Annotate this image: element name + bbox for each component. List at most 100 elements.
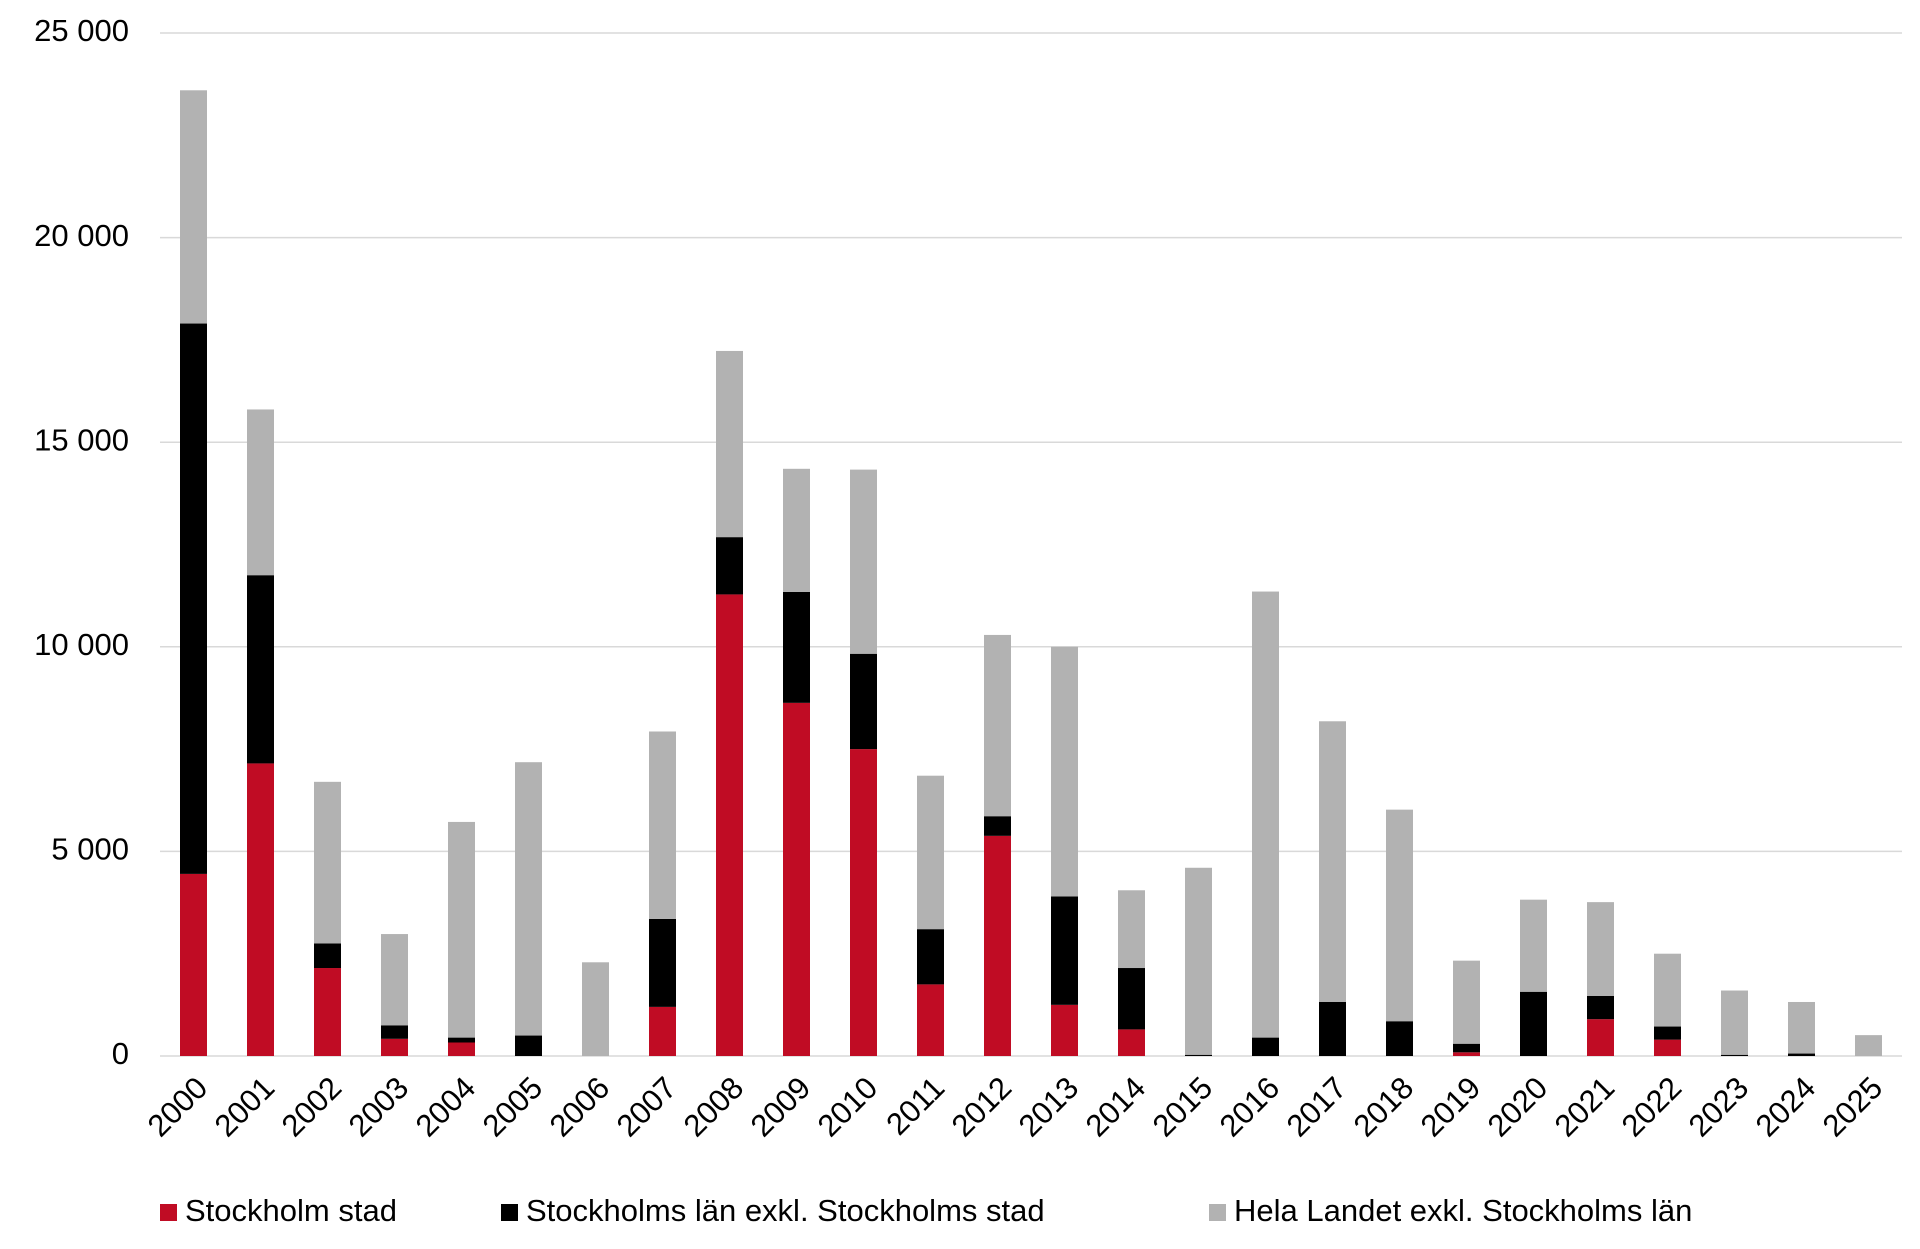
bar-segment: [180, 873, 207, 1056]
bar-segment: [515, 762, 542, 1036]
bar-segment: [1386, 809, 1413, 1022]
bar-segment: [1051, 646, 1078, 897]
bar-segment: [984, 634, 1011, 817]
legend-swatch: [160, 1204, 177, 1221]
bar-segment: [917, 929, 944, 985]
bar-segment: [1654, 1039, 1681, 1056]
bar-segment: [1788, 1053, 1815, 1056]
x-tick-label: 2017: [1280, 1070, 1354, 1144]
x-tick-label: 2004: [409, 1070, 483, 1144]
bar-segment: [1721, 990, 1748, 1055]
bar-segment: [582, 962, 609, 1056]
bar-segment: [1453, 1043, 1480, 1053]
bar-segment: [1051, 1004, 1078, 1056]
bar-segment: [1386, 1021, 1413, 1056]
bar-segment: [1051, 896, 1078, 1005]
bar-segment: [649, 918, 676, 1007]
bar-segment: [716, 350, 743, 538]
x-tick-label: 2001: [208, 1070, 282, 1144]
y-tick-label: 25 000: [34, 13, 129, 48]
bar-segment: [314, 968, 341, 1056]
bar-segment: [1721, 1054, 1748, 1056]
x-tick-label: 2006: [543, 1070, 617, 1144]
x-tick-label: 2021: [1548, 1070, 1622, 1144]
bar-segment: [1185, 867, 1212, 1055]
bar-segment: [1520, 899, 1547, 992]
x-tick-label: 2003: [342, 1070, 416, 1144]
bar-segment: [649, 731, 676, 919]
legend-label: Stockholms län exkl. Stockholms stad: [526, 1193, 1045, 1228]
bar-segment: [1118, 968, 1145, 1030]
y-tick-label: 5 000: [51, 832, 129, 867]
bar-segment: [381, 1025, 408, 1039]
bar-segment: [1587, 995, 1614, 1020]
bar-segment: [1788, 1001, 1815, 1054]
bar-segment: [1453, 960, 1480, 1044]
bar-segment: [247, 763, 274, 1056]
bar-segment: [1252, 591, 1279, 1038]
bar-segment: [917, 984, 944, 1056]
bar-segment: [850, 469, 877, 654]
bar-segment: [180, 323, 207, 874]
x-tick-label: 2002: [275, 1070, 349, 1144]
x-tick-label: 2008: [677, 1070, 751, 1144]
x-tick-label: 2000: [141, 1070, 215, 1144]
x-tick-label: 2014: [1079, 1070, 1153, 1144]
y-tick-label: 0: [112, 1036, 129, 1071]
bar-segment: [1252, 1037, 1279, 1056]
x-tick-label: 2023: [1682, 1070, 1756, 1144]
bar-segment: [716, 537, 743, 595]
x-tick-label: 2018: [1347, 1070, 1421, 1144]
bar-segment: [381, 1038, 408, 1056]
bar-segment: [448, 1042, 475, 1056]
bar-segment: [1855, 1035, 1882, 1056]
x-tick-label: 2022: [1615, 1070, 1689, 1144]
x-tick-label: 2016: [1213, 1070, 1287, 1144]
bar-segment: [850, 653, 877, 750]
x-tick-label: 2011: [879, 1070, 951, 1142]
bar-segment: [314, 943, 341, 969]
bar-segment: [314, 781, 341, 944]
x-tick-label: 2007: [610, 1070, 684, 1144]
bar-segment: [1185, 1054, 1212, 1056]
bar-segment: [783, 591, 810, 703]
bar-segment: [1319, 721, 1346, 1002]
bar-segment: [1453, 1052, 1480, 1056]
legend-swatch: [1209, 1204, 1226, 1221]
x-tick-label: 2005: [476, 1070, 550, 1144]
x-tick-label: 2020: [1481, 1070, 1555, 1144]
x-tick-label: 2024: [1749, 1070, 1823, 1144]
bar-segment: [917, 775, 944, 930]
x-tick-label: 2010: [811, 1070, 885, 1144]
bar-segment: [247, 575, 274, 764]
bar-segment: [783, 468, 810, 592]
legend-label: Hela Landet exkl. Stockholms län: [1234, 1193, 1692, 1228]
x-tick-label: 2019: [1414, 1070, 1488, 1144]
bar-segment: [180, 90, 207, 324]
bar-segment: [783, 702, 810, 1056]
x-tick-label: 2013: [1012, 1070, 1086, 1144]
bar-segment: [381, 934, 408, 1026]
bar-segment: [515, 1035, 542, 1056]
y-tick-label: 20 000: [34, 218, 129, 253]
bar-segment: [1587, 902, 1614, 996]
bar-segment: [1118, 890, 1145, 969]
bar-segment: [1587, 1019, 1614, 1056]
bar-segment: [1118, 1029, 1145, 1056]
bar-segment: [984, 816, 1011, 836]
bar-segment: [1654, 953, 1681, 1027]
x-tick-label: 2015: [1146, 1070, 1220, 1144]
x-tick-label: 2012: [945, 1070, 1019, 1144]
bar-segment: [716, 594, 743, 1056]
y-tick-label: 15 000: [34, 422, 129, 457]
bar-segment: [984, 835, 1011, 1056]
y-tick-label: 10 000: [34, 627, 129, 662]
x-tick-label: 2009: [744, 1070, 818, 1144]
bar-segment: [850, 749, 877, 1056]
x-tick-label: 2025: [1816, 1070, 1890, 1144]
bar-segment: [1520, 991, 1547, 1056]
legend-swatch: [501, 1204, 518, 1221]
bar-segment: [1654, 1026, 1681, 1040]
bar-segment: [448, 821, 475, 1038]
